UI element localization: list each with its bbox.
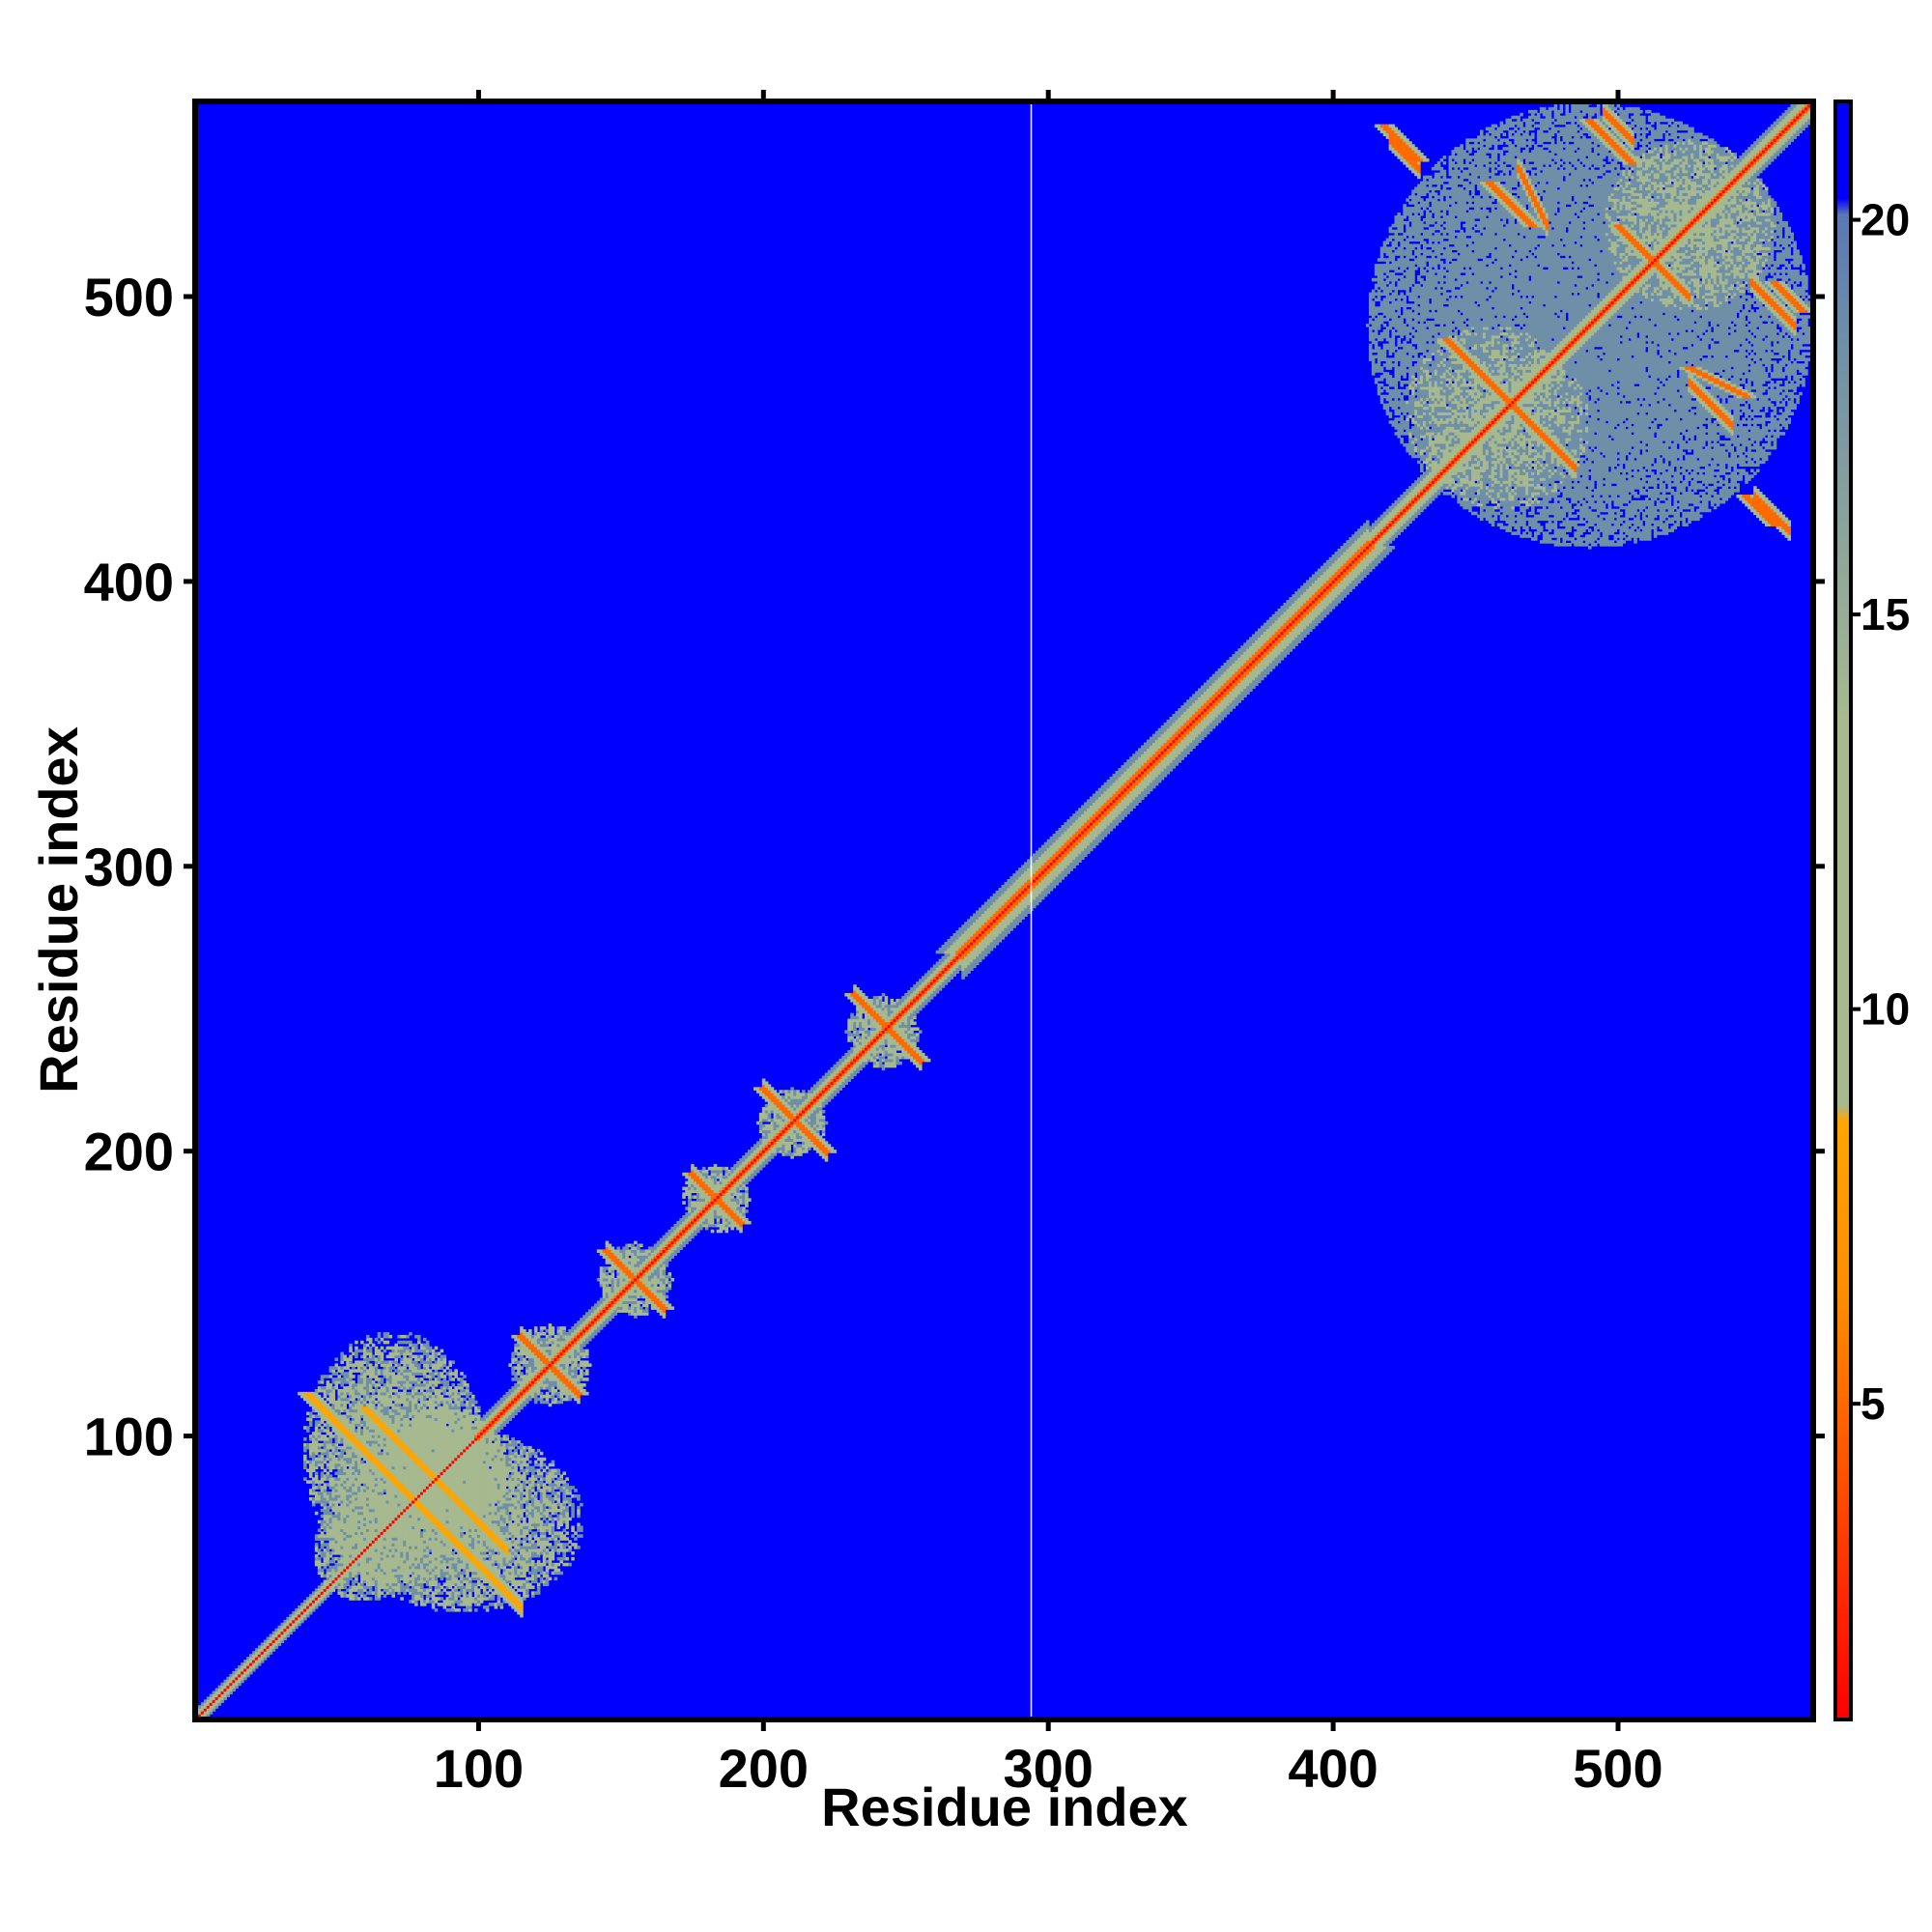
heatmap-cell: [303, 1455, 307, 1459]
heatmap-cell: [349, 1344, 353, 1348]
plot-area: [195, 101, 1814, 1720]
heatmap-cell: [335, 1357, 339, 1361]
heatmap-cell: [315, 1543, 319, 1547]
heatmap-cell: [315, 1471, 319, 1475]
heatmap-cell: [315, 1512, 319, 1516]
heatmap-cell: [303, 1437, 307, 1441]
heatmap-cell: [352, 1375, 355, 1378]
heatmap-cell: [355, 1341, 358, 1345]
